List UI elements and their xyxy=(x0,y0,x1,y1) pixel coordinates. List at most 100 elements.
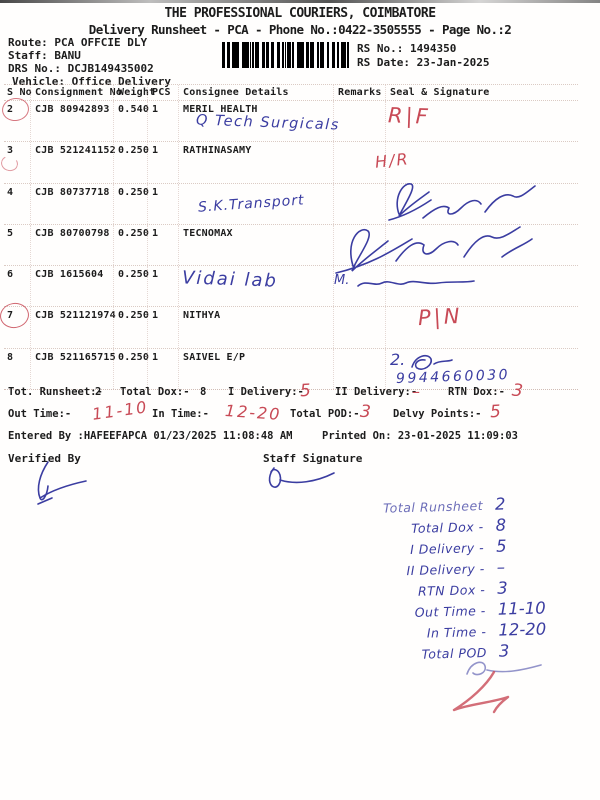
table-row: 2 CJB 80942893 0.540 1 MERIL HEALTH Q Te… xyxy=(0,96,578,143)
consignment-number: CJB 521165715 xyxy=(30,348,116,390)
drs-no-line: DRS No.: DCJB149435002 xyxy=(8,62,154,75)
handwritten-seal-initials: M. xyxy=(334,273,350,289)
ii-delivery-label: II Delivery:- xyxy=(335,386,418,398)
weight: 0.540 xyxy=(113,101,149,142)
seal-cell xyxy=(385,266,578,307)
total-pod-value-handwritten: 3 xyxy=(359,401,372,423)
weight: 0.250 xyxy=(113,266,149,307)
pcs: 1 xyxy=(147,101,178,142)
i-delivery-value-handwritten: 5 xyxy=(299,380,312,402)
consignment-number: CJB 80737718 xyxy=(30,183,113,224)
document-subtitle: Delivery Runsheet - PCA - Phone No.:0422… xyxy=(88,22,512,37)
summary-label: Out Time - xyxy=(414,603,487,620)
col-seal: Seal & Signature xyxy=(385,85,578,100)
seal-cell xyxy=(385,224,578,266)
remarks-cell xyxy=(333,348,385,390)
total-runsheet-value: 2 xyxy=(95,386,102,398)
pcs: 1 xyxy=(147,266,178,307)
consignee-name: NITHYA xyxy=(178,307,333,348)
signature-scribble xyxy=(357,280,475,287)
consignee-name: RATHINASAMY xyxy=(178,142,333,183)
scan-artifact-line xyxy=(0,0,600,3)
total-pod-label: Total POD:- xyxy=(290,408,360,420)
seal-cell xyxy=(385,348,578,390)
remarks-cell xyxy=(333,101,385,142)
summary-value: 3 xyxy=(496,578,508,598)
pcs: 1 xyxy=(147,142,178,183)
summary-label: RTN Dox - xyxy=(417,582,486,599)
col-consignee: Consignee Details xyxy=(178,85,333,100)
remarks-cell xyxy=(333,224,385,266)
consignee-name: TECNOMAX xyxy=(178,224,333,266)
in-time-label: In Time:- xyxy=(152,408,209,420)
consignment-number: CJB 80942893 xyxy=(30,101,113,142)
signature-scribble xyxy=(335,226,533,274)
consignee-name: MERIL HEALTH xyxy=(178,101,333,142)
rtn-dox-value-handwritten: 3 xyxy=(510,380,524,402)
staff-signature xyxy=(268,467,335,488)
summary-label: I Delivery - xyxy=(409,540,485,557)
signature-scribble xyxy=(411,354,453,370)
consignment-number: CJB 521241152 xyxy=(30,142,116,183)
consignee-name: SAIVEL E/P xyxy=(178,348,333,390)
out-time-label: Out Time:- xyxy=(8,408,72,420)
table-header-row: S No Consignment No Weight PCS Consignee… xyxy=(4,84,578,101)
ii-delivery-value-handwritten: – xyxy=(412,382,420,401)
route-line: Route: PCA OFFCIE DLY xyxy=(8,36,148,49)
weight: 0.250 xyxy=(113,142,149,183)
consignment-number: CJB 80700798 xyxy=(30,224,113,266)
table-row: 5 CJB 80700798 0.250 1 TECNOMAX xyxy=(4,224,578,274)
serial-number: 5 xyxy=(7,227,14,239)
weight: 0.250 xyxy=(113,307,149,348)
i-delivery-label: I Delivery:- xyxy=(228,386,304,398)
col-s-no: S No xyxy=(7,87,32,98)
rtn-dox-label: RTN Dox:- xyxy=(448,386,505,398)
summary-value: 5 xyxy=(495,536,507,556)
table-row: 7 CJB 521121974 0.250 1 NITHYA P|N xyxy=(0,301,578,349)
handwritten-seal-initials: H/R xyxy=(374,149,411,173)
summary-label: In Time - xyxy=(426,624,487,641)
seal-cell xyxy=(385,142,578,183)
out-time-value-handwritten: 11-10 xyxy=(90,397,150,424)
weight: 0.250 xyxy=(113,183,149,224)
table-row: 4 CJB 80737718 0.250 1 S.K.Transport xyxy=(4,182,578,225)
delvy-points-value-handwritten: 5 xyxy=(489,401,502,423)
staff-signature-label: Staff Signature xyxy=(263,452,363,465)
seal-cell xyxy=(385,101,578,142)
faint-signature-scribble xyxy=(466,661,542,676)
consignee-name xyxy=(178,183,333,224)
serial-number: 7 xyxy=(7,310,14,322)
table-row: 6 CJB 1615604 0.250 1 Vidai lab M. xyxy=(4,266,578,308)
verified-by-signature xyxy=(37,461,87,505)
printed-on-line: Printed On: 23-01-2025 11:09:03 xyxy=(322,430,518,442)
handwritten-seal-initials: R|F xyxy=(387,103,432,129)
red-flourish-mark xyxy=(452,670,510,714)
summary-value: 11-10 xyxy=(497,598,546,619)
col-remarks: Remarks xyxy=(333,85,385,100)
handwritten-summary-block: Total Runsheet 2 Total Dox - 8 I Deliver… xyxy=(338,493,557,667)
col-weight: Weight xyxy=(113,85,155,100)
remarks-cell xyxy=(333,307,385,348)
entered-by-line: Entered By :HAFEEFAPCA 01/23/2025 11:08:… xyxy=(8,430,293,442)
summary-label: Total Dox - xyxy=(411,519,484,536)
rs-no-line: RS No.: 1494350 xyxy=(357,42,457,55)
rs-date-line: RS Date: 23-Jan-2025 xyxy=(357,56,490,69)
verified-by-label: Verified By xyxy=(8,452,81,465)
pcs: 1 xyxy=(147,183,178,224)
remarks-cell xyxy=(333,142,385,183)
staff-line: Staff: BANU xyxy=(8,49,81,62)
remarks-cell xyxy=(333,266,385,307)
seal-cell xyxy=(385,183,578,224)
handwritten-consignee-note: Vidai lab xyxy=(181,267,279,292)
table-row: 8 CJB 521165715 0.250 1 SAIVEL E/P 2. 99… xyxy=(4,348,578,391)
pcs: 1 xyxy=(147,224,178,266)
table-row: 3 CJB 521241152 0.250 1 RATHINASAMY H/R xyxy=(0,142,578,184)
consignment-number: CJB 1615604 xyxy=(30,266,113,307)
delvy-points-label: Delvy Points:- xyxy=(393,408,482,420)
handwritten-seal-initials: P|N xyxy=(417,304,464,331)
consignee-name xyxy=(178,266,333,307)
seal-cell xyxy=(385,307,578,348)
in-time-value-handwritten: 12-20 xyxy=(224,401,283,424)
consignment-number: CJB 521121974 xyxy=(30,307,116,348)
serial-number: 3 xyxy=(7,145,14,157)
